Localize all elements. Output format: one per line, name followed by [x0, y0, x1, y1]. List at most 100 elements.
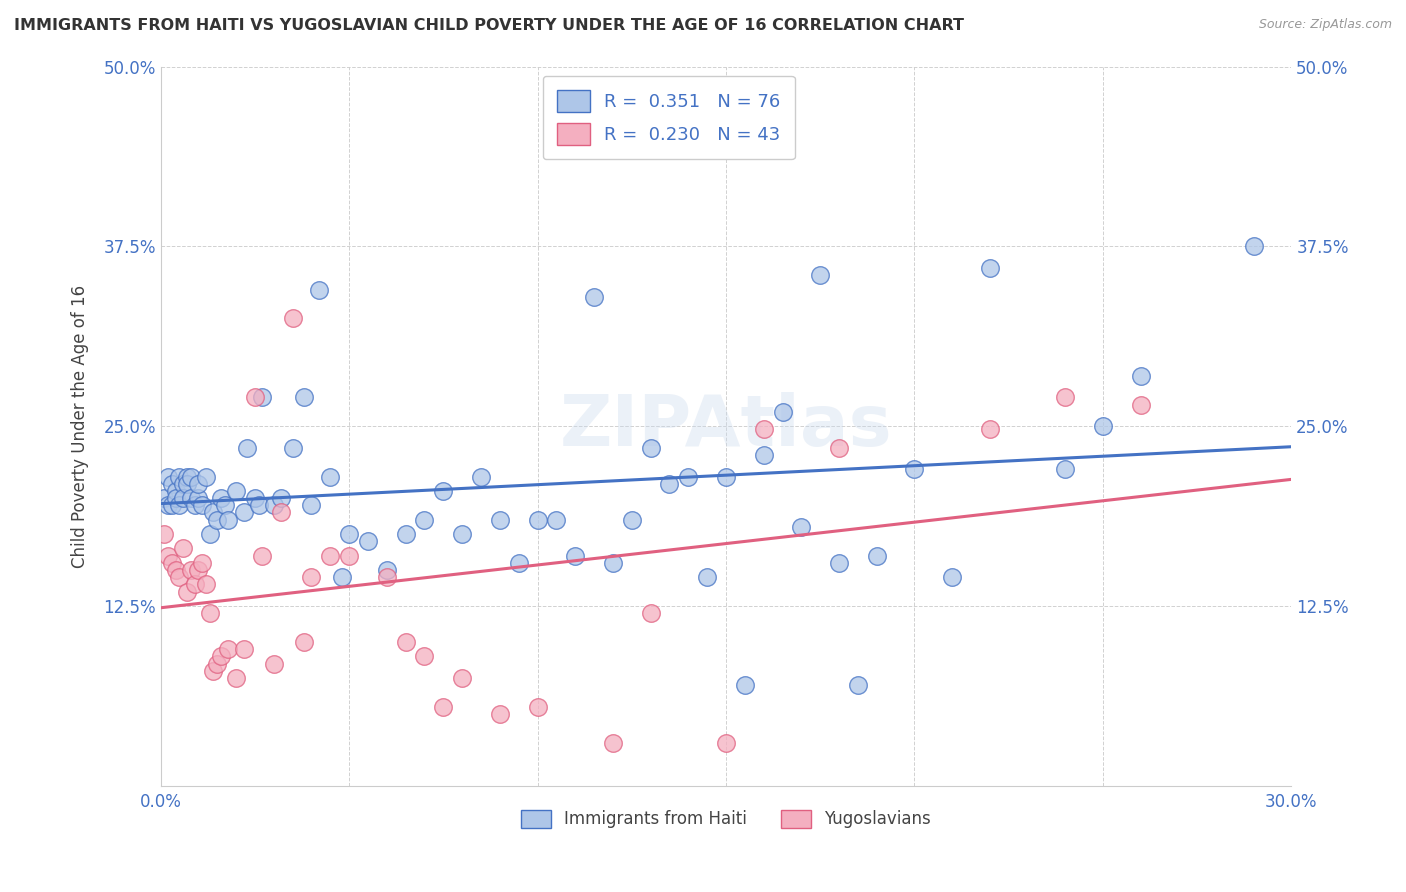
Point [846, 678, 869, 692]
Point [169, 469, 191, 483]
Point [640, 606, 662, 620]
Point [413, 513, 436, 527]
Y-axis label: Child Poverty Under the Age of 16: Child Poverty Under the Age of 16 [72, 285, 89, 567]
Point [602, 736, 624, 750]
Point [866, 549, 889, 563]
Point [375, 563, 398, 577]
Point [180, 563, 202, 577]
Point [183, 498, 205, 512]
Point [247, 498, 270, 512]
Point [205, 513, 228, 527]
Point [292, 391, 315, 405]
Point [252, 549, 274, 563]
Point [375, 570, 398, 584]
Point [451, 671, 474, 685]
Point [263, 498, 285, 512]
Point [620, 513, 643, 527]
Point [172, 491, 194, 505]
Point [236, 441, 259, 455]
Point [202, 506, 225, 520]
Point [157, 549, 180, 563]
Point [658, 476, 681, 491]
Point [357, 534, 380, 549]
Point [432, 483, 454, 498]
Point [187, 563, 209, 577]
Point [752, 422, 775, 436]
Point [252, 391, 274, 405]
Point [180, 491, 202, 505]
Point [209, 649, 232, 664]
Point [583, 290, 606, 304]
Point [394, 635, 416, 649]
Point [432, 699, 454, 714]
Point [546, 513, 568, 527]
Point [526, 699, 548, 714]
Point [180, 469, 202, 483]
Point [263, 657, 285, 671]
Point [232, 642, 254, 657]
Point [194, 577, 217, 591]
Point [187, 491, 209, 505]
Point [828, 441, 851, 455]
Point [451, 527, 474, 541]
Point [169, 498, 191, 512]
Point [165, 483, 187, 498]
Point [488, 513, 510, 527]
Point [488, 706, 510, 721]
Legend: Immigrants from Haiti, Yugoslavians: Immigrants from Haiti, Yugoslavians [515, 803, 938, 835]
Point [217, 642, 239, 657]
Point [337, 549, 360, 563]
Point [176, 469, 198, 483]
Text: IMMIGRANTS FROM HAITI VS YUGOSLAVIAN CHILD POVERTY UNDER THE AGE OF 16 CORRELATI: IMMIGRANTS FROM HAITI VS YUGOSLAVIAN CHI… [14, 18, 965, 33]
Point [299, 498, 322, 512]
Point [696, 570, 718, 584]
Point [1243, 239, 1265, 253]
Point [1091, 419, 1114, 434]
Point [160, 498, 183, 512]
Point [734, 678, 756, 692]
Point [157, 498, 180, 512]
Point [299, 570, 322, 584]
Point [470, 469, 492, 483]
Point [157, 469, 180, 483]
Point [214, 498, 236, 512]
Point [270, 506, 292, 520]
Point [281, 441, 304, 455]
Point [1054, 462, 1077, 476]
Point [772, 405, 794, 419]
Point [678, 469, 700, 483]
Point [169, 570, 191, 584]
Point [176, 584, 198, 599]
Point [225, 483, 247, 498]
Point [160, 476, 183, 491]
Point [508, 556, 530, 570]
Point [640, 441, 662, 455]
Point [165, 563, 187, 577]
Point [394, 527, 416, 541]
Text: ZIPAtlas: ZIPAtlas [560, 392, 893, 460]
Point [194, 469, 217, 483]
Point [198, 606, 221, 620]
Point [790, 520, 813, 534]
Point [153, 491, 176, 505]
Point [160, 556, 183, 570]
Point [413, 649, 436, 664]
Point [172, 541, 194, 556]
Point [337, 527, 360, 541]
Point [281, 311, 304, 326]
Text: Source: ZipAtlas.com: Source: ZipAtlas.com [1258, 18, 1392, 31]
Point [165, 491, 187, 505]
Point [941, 570, 963, 584]
Point [1054, 391, 1077, 405]
Point [308, 283, 330, 297]
Point [979, 260, 1001, 275]
Point [526, 513, 548, 527]
Point [202, 664, 225, 678]
Point [243, 491, 266, 505]
Point [191, 498, 214, 512]
Point [153, 527, 176, 541]
Point [270, 491, 292, 505]
Point [191, 556, 214, 570]
Point [187, 476, 209, 491]
Point [183, 577, 205, 591]
